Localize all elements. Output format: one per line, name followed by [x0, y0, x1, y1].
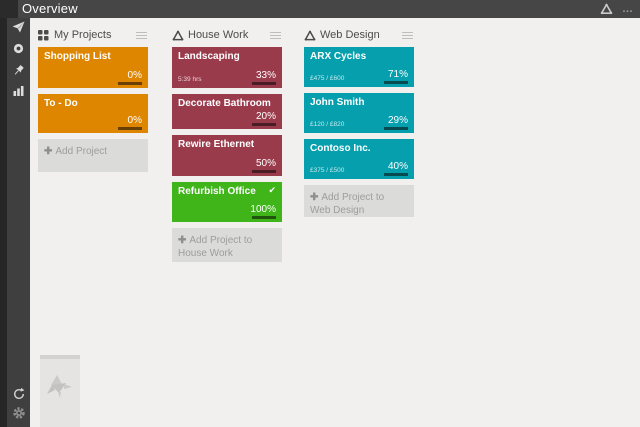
column-menu-icon[interactable] — [136, 32, 147, 40]
project-card-decorate-bathroom[interactable]: Decorate Bathroom 20% — [172, 94, 282, 129]
add-project-label: Add Project to Web Design — [310, 192, 385, 216]
card-title: Landscaping — [178, 51, 240, 62]
card-title: John Smith — [310, 97, 365, 108]
placeholder-tile[interactable] — [40, 355, 80, 427]
project-card-to-do[interactable]: To - Do 0% — [38, 94, 148, 133]
project-card-refurbish-office[interactable]: Refurbish Office ✔ 100% — [172, 182, 282, 222]
column-menu-icon[interactable] — [270, 32, 281, 40]
card-title: Contoso Inc. — [310, 143, 371, 154]
trefoil-icon — [172, 30, 184, 41]
progress-bar — [384, 173, 408, 176]
add-project-button[interactable]: ✚ Add Project to House Work — [172, 228, 282, 262]
topbar-corner — [0, 0, 18, 18]
gear-icon[interactable] — [7, 406, 30, 420]
card-percent: 0% — [127, 115, 142, 126]
column-web-design: Web Design ARX Cycles £475 / £600 71% Jo… — [304, 28, 414, 223]
card-percent: 33% — [255, 70, 276, 81]
project-card-shopping-list[interactable]: Shopping List 0% — [38, 47, 148, 88]
column-my-projects: My Projects Shopping List 0% To - Do 0% … — [38, 28, 148, 178]
add-project-button[interactable]: ✚ Add Project — [38, 139, 148, 172]
column-menu-icon[interactable] — [402, 32, 413, 40]
project-card-landscaping[interactable]: Landscaping 5:39 hrs 33% — [172, 47, 282, 88]
target-icon[interactable] — [7, 41, 30, 55]
column-header: House Work — [172, 28, 282, 44]
card-percent: 29% — [387, 115, 408, 126]
card-title: Decorate Bathroom — [178, 98, 271, 109]
column-title: My Projects — [54, 29, 112, 41]
project-card-john-smith[interactable]: John Smith £120 / £820 29% — [304, 93, 414, 133]
check-icon: ✔ — [268, 185, 276, 195]
card-percent: 0% — [127, 70, 142, 81]
card-percent: 50% — [255, 158, 276, 169]
sync-trefoil-icon[interactable] — [600, 3, 613, 15]
page-title: Overview — [22, 1, 78, 16]
progress-bar — [118, 82, 142, 85]
trefoil-icon — [304, 30, 316, 41]
card-budget: £120 / £820 — [310, 121, 345, 128]
send-icon[interactable] — [7, 20, 30, 34]
card-title: Shopping List — [44, 51, 111, 62]
card-percent: 71% — [387, 69, 408, 80]
progress-bar — [252, 82, 276, 85]
column-title: House Work — [188, 29, 249, 41]
add-project-label: Add Project — [55, 146, 108, 157]
sidebar-strip — [0, 18, 7, 427]
add-project-label: Add Project to House Work — [178, 235, 253, 259]
card-budget: £475 / £600 — [310, 75, 345, 82]
hummingbird-logo-icon — [47, 375, 72, 398]
column-house-work: House Work Landscaping 5:39 hrs 33% Deco… — [172, 28, 282, 268]
plus-icon: ✚ — [310, 192, 319, 203]
sidebar — [0, 18, 30, 427]
progress-bar — [252, 216, 276, 219]
card-title: To - Do — [44, 98, 78, 109]
card-percent: 40% — [387, 161, 408, 172]
more-menu-button[interactable]: … — [622, 3, 634, 15]
card-title: Rewire Ethernet — [178, 139, 255, 150]
column-header: Web Design — [304, 28, 414, 44]
progress-bar — [118, 127, 142, 130]
progress-bar — [252, 123, 276, 126]
pin-icon[interactable] — [7, 63, 30, 77]
project-card-rewire-ethernet[interactable]: Rewire Ethernet 50% — [172, 135, 282, 176]
progress-bar — [384, 127, 408, 130]
project-card-contoso-inc[interactable]: Contoso Inc. £375 / £500 40% — [304, 139, 414, 179]
card-percent: 100% — [250, 204, 276, 215]
grid-icon — [38, 30, 49, 41]
column-header: My Projects — [38, 28, 148, 44]
card-percent: 20% — [255, 111, 276, 122]
add-project-button[interactable]: ✚ Add Project to Web Design — [304, 185, 414, 217]
placeholder-tile-tab — [40, 355, 80, 359]
plus-icon: ✚ — [44, 146, 53, 157]
refresh-icon[interactable] — [7, 387, 30, 401]
progress-bar — [384, 81, 408, 84]
card-title: Refurbish Office — [178, 186, 256, 197]
topbar: Overview … — [0, 0, 640, 18]
project-card-arx-cycles[interactable]: ARX Cycles £475 / £600 71% — [304, 47, 414, 87]
plus-icon: ✚ — [178, 235, 187, 246]
card-title: ARX Cycles — [310, 51, 367, 62]
card-hours: 5:39 hrs — [178, 76, 202, 83]
progress-bar — [252, 170, 276, 173]
card-budget: £375 / £500 — [310, 167, 345, 174]
column-title: Web Design — [320, 29, 380, 41]
chart-icon[interactable] — [7, 84, 30, 98]
